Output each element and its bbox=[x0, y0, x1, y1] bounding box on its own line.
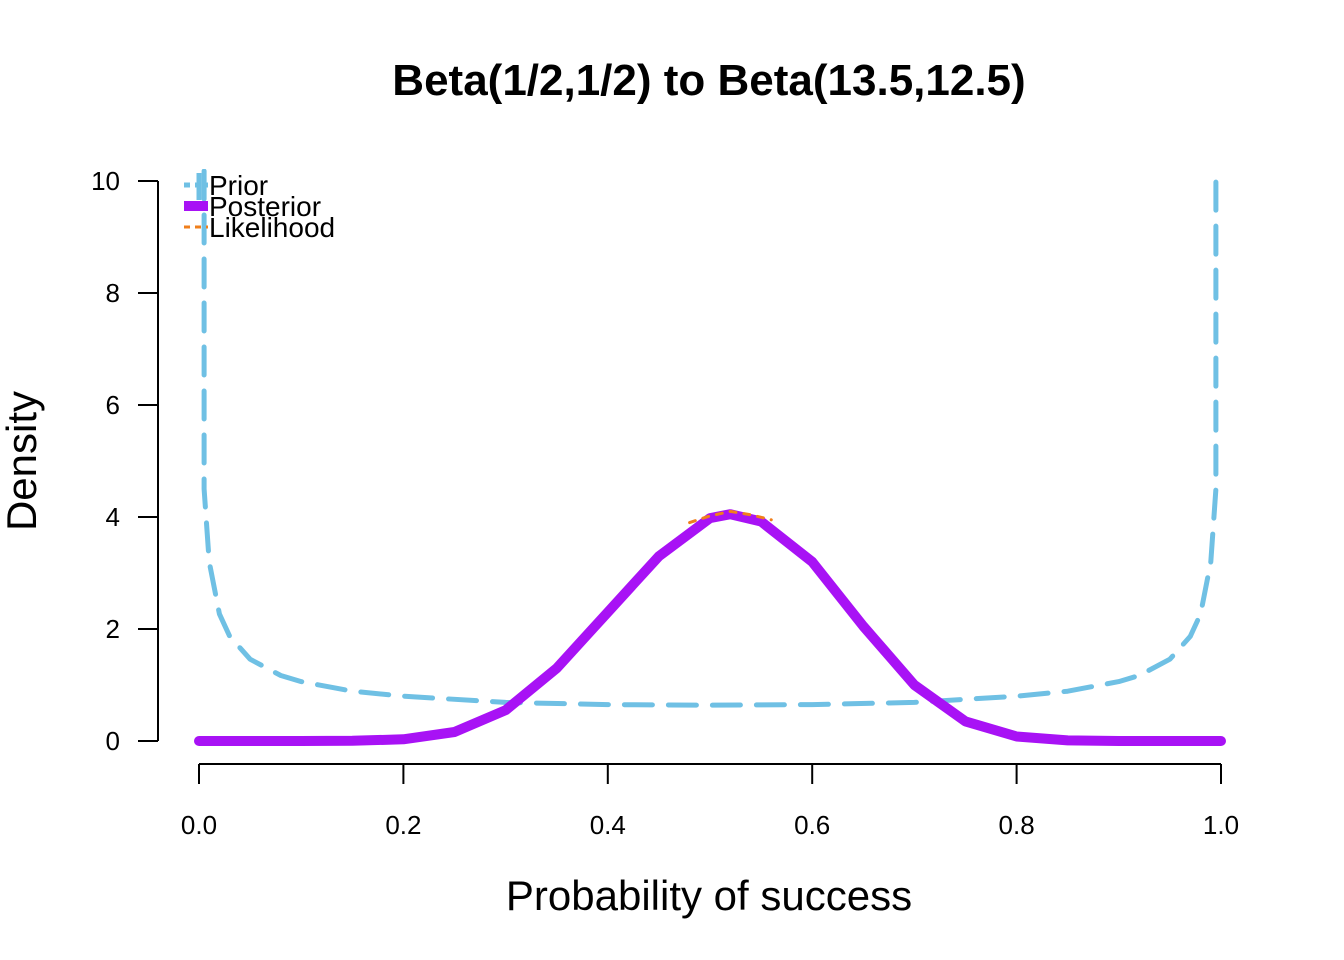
x-tick-label: 1.0 bbox=[1203, 810, 1239, 840]
axes: 0.0 0.2 0.4 0.6 0.8 1.0 0 2 4 6 8 10 bbox=[91, 166, 1239, 840]
x-tick-label: 0.8 bbox=[999, 810, 1035, 840]
legend-label-posterior: Posterior bbox=[209, 191, 321, 222]
legend-label-likelihood: Likelihood bbox=[209, 212, 335, 243]
x-tick-label: 0.0 bbox=[181, 810, 217, 840]
x-tick-label: 0.6 bbox=[794, 810, 830, 840]
y-axis-label: Density bbox=[0, 391, 45, 531]
x-tick-label: 0.2 bbox=[385, 810, 421, 840]
y-tick-label: 4 bbox=[106, 502, 120, 532]
x-tick-label: 0.4 bbox=[590, 810, 626, 840]
series-posterior-line bbox=[194, 509, 1226, 746]
y-tick-label: 0 bbox=[106, 726, 120, 756]
series-likelihood-line bbox=[688, 509, 773, 525]
y-tick-label: 8 bbox=[106, 278, 120, 308]
x-axis-label: Probability of success bbox=[506, 872, 912, 919]
legend-label-prior: Prior bbox=[209, 170, 268, 201]
y-tick-label: 10 bbox=[91, 166, 120, 196]
chart-title: Beta(1/2,1/2) to Beta(13.5,12.5) bbox=[392, 56, 1025, 105]
y-tick-label: 2 bbox=[106, 614, 120, 644]
series-layer bbox=[194, 169, 1226, 746]
y-tick-label: 6 bbox=[106, 390, 120, 420]
series-prior-line bbox=[201, 169, 1219, 708]
